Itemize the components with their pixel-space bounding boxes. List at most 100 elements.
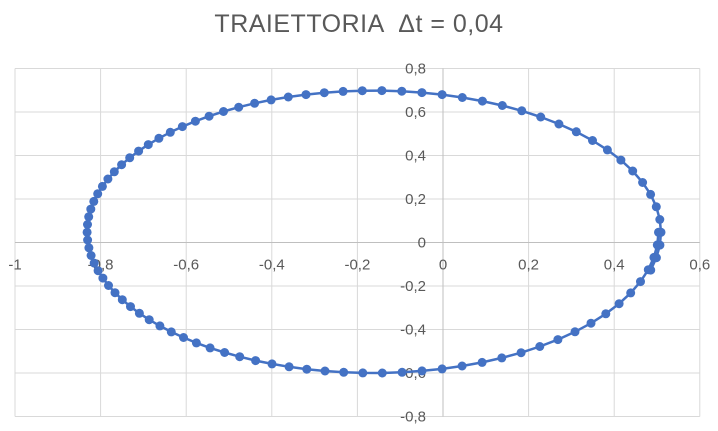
data-point (179, 333, 188, 342)
data-point (191, 338, 201, 348)
data-point (628, 166, 638, 176)
data-point (339, 367, 349, 377)
data-point (358, 368, 368, 378)
data-point (301, 90, 311, 100)
data-point (177, 122, 187, 132)
x-tick-label: -0,2 (344, 257, 370, 274)
data-point (651, 253, 661, 263)
data-point (338, 86, 348, 96)
data-point (284, 362, 294, 372)
x-tick-label: -0,6 (173, 257, 199, 274)
data-point (457, 361, 467, 371)
data-point (437, 90, 447, 100)
y-tick-label: 0,8 (405, 61, 426, 78)
y-tick-label: 0 (418, 235, 426, 252)
x-tick-label: -0,4 (259, 257, 285, 274)
x-tick-label: -1 (8, 257, 21, 274)
data-point (93, 266, 103, 276)
x-tick-label: 0,4 (604, 257, 625, 274)
data-point (117, 295, 127, 305)
data-point (477, 96, 487, 106)
data-point (397, 367, 407, 377)
data-point (636, 277, 645, 287)
data-point (535, 342, 545, 351)
data-point (638, 178, 648, 187)
data-point (83, 235, 93, 245)
data-point (190, 116, 200, 126)
data-point (84, 212, 94, 222)
data-point (109, 167, 119, 177)
x-tick-label: 0,2 (518, 257, 539, 274)
y-tick-label: 0,6 (405, 104, 426, 121)
data-point (86, 251, 96, 260)
data-point (283, 92, 293, 102)
data-point (89, 196, 99, 206)
y-tick-label: 0,2 (405, 191, 426, 208)
data-point (143, 140, 153, 150)
data-point (377, 368, 387, 378)
y-tick-label: -0,4 (400, 322, 426, 339)
data-point (616, 155, 626, 165)
data-point (319, 88, 329, 98)
data-point (220, 348, 230, 357)
data-point (165, 127, 175, 137)
data-point (320, 366, 330, 376)
data-point (651, 202, 661, 212)
data-point (154, 133, 164, 143)
x-tick-label: 0,6 (689, 257, 710, 274)
data-point (86, 204, 96, 214)
data-point (536, 112, 546, 122)
data-point (93, 189, 103, 199)
data-point (117, 160, 127, 170)
data-point (251, 356, 261, 366)
data-point (250, 98, 260, 108)
data-point (614, 299, 624, 309)
data-point (656, 227, 666, 237)
data-point (437, 364, 447, 374)
data-point (205, 343, 215, 353)
data-point (417, 366, 427, 376)
data-point (497, 101, 507, 110)
data-point (554, 119, 564, 129)
data-point (144, 315, 154, 325)
chart-title: TRAIETTORIA Δt = 0,04 (214, 10, 504, 38)
y-tick-label: -0,2 (400, 278, 426, 295)
data-point (267, 359, 277, 369)
x-tick-label: 0 (439, 257, 447, 274)
data-point (497, 353, 507, 363)
data-point (655, 240, 665, 250)
data-point (235, 352, 245, 362)
data-point (417, 88, 427, 98)
data-point (302, 364, 312, 374)
data-point (516, 348, 526, 358)
data-point (553, 335, 563, 345)
data-point (104, 281, 113, 290)
data-point (89, 258, 99, 268)
data-point (626, 288, 636, 298)
data-point (219, 107, 228, 116)
data-point (103, 174, 113, 184)
data-point (646, 265, 656, 275)
data-point (204, 111, 214, 121)
data-point (84, 243, 94, 253)
data-point (655, 215, 665, 224)
y-tick-label: -0,8 (400, 409, 426, 426)
data-point (588, 136, 597, 145)
data-point (126, 302, 135, 312)
data-point (266, 95, 276, 105)
data-point (602, 145, 612, 155)
data-point (457, 93, 467, 102)
data-point (397, 86, 407, 96)
data-point (571, 127, 581, 137)
y-tick-label: 0,4 (405, 148, 426, 165)
data-point (134, 146, 144, 156)
data-point (134, 308, 144, 318)
data-point (97, 181, 107, 191)
data-point (110, 288, 120, 298)
data-point (98, 273, 108, 283)
data-point (234, 102, 244, 112)
data-point (357, 86, 367, 96)
data-point (82, 227, 92, 237)
